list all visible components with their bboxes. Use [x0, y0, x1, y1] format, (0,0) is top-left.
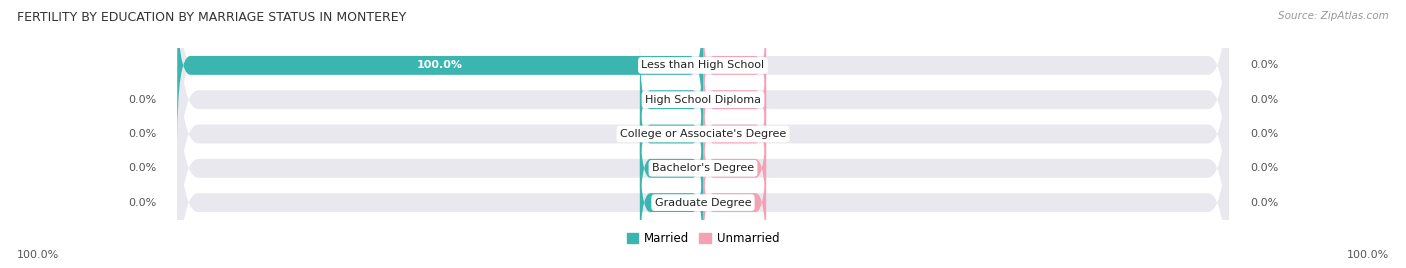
Text: 0.0%: 0.0% [1250, 163, 1278, 173]
FancyBboxPatch shape [177, 0, 1229, 228]
Text: FERTILITY BY EDUCATION BY MARRIAGE STATUS IN MONTEREY: FERTILITY BY EDUCATION BY MARRIAGE STATU… [17, 11, 406, 24]
Text: College or Associate's Degree: College or Associate's Degree [620, 129, 786, 139]
FancyBboxPatch shape [640, 75, 703, 193]
Text: 100.0%: 100.0% [17, 250, 59, 260]
FancyBboxPatch shape [703, 75, 766, 193]
FancyBboxPatch shape [177, 75, 1229, 268]
Text: Bachelor's Degree: Bachelor's Degree [652, 163, 754, 173]
Text: Source: ZipAtlas.com: Source: ZipAtlas.com [1278, 11, 1389, 21]
FancyBboxPatch shape [703, 40, 766, 159]
FancyBboxPatch shape [703, 6, 766, 125]
Text: 0.0%: 0.0% [128, 163, 156, 173]
FancyBboxPatch shape [640, 40, 703, 159]
FancyBboxPatch shape [177, 6, 1229, 262]
Legend: Married, Unmarried: Married, Unmarried [627, 232, 779, 245]
Text: 100.0%: 100.0% [418, 60, 463, 70]
Text: 100.0%: 100.0% [1347, 250, 1389, 260]
Text: 0.0%: 0.0% [128, 95, 156, 105]
Text: 0.0%: 0.0% [1250, 60, 1278, 70]
Text: 0.0%: 0.0% [1250, 198, 1278, 208]
FancyBboxPatch shape [703, 109, 766, 228]
Text: 0.0%: 0.0% [128, 129, 156, 139]
Text: High School Diploma: High School Diploma [645, 95, 761, 105]
Text: Less than High School: Less than High School [641, 60, 765, 70]
FancyBboxPatch shape [177, 40, 1229, 268]
FancyBboxPatch shape [640, 143, 703, 262]
Text: Graduate Degree: Graduate Degree [655, 198, 751, 208]
Text: 0.0%: 0.0% [128, 198, 156, 208]
FancyBboxPatch shape [703, 143, 766, 262]
Text: 0.0%: 0.0% [1250, 129, 1278, 139]
FancyBboxPatch shape [177, 0, 703, 142]
FancyBboxPatch shape [640, 109, 703, 228]
Text: 0.0%: 0.0% [1250, 95, 1278, 105]
FancyBboxPatch shape [177, 0, 1229, 193]
